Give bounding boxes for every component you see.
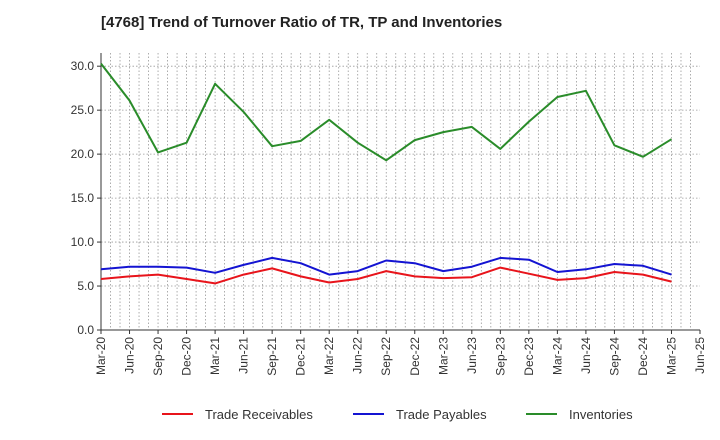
x-tick-label: Dec-20 — [180, 337, 194, 376]
x-tick-label: Mar-21 — [208, 337, 222, 375]
x-tick-label: Jun-24 — [579, 337, 593, 374]
series-line-trade-receivables — [100, 266, 672, 285]
legend-label-trade-receivables: Trade Receivables — [205, 407, 313, 422]
y-tick-label: 0.0 — [77, 323, 94, 337]
x-tick-label: Sep-21 — [265, 337, 279, 376]
x-tick-label: Sep-24 — [607, 337, 621, 376]
grid-lines — [101, 53, 700, 331]
legend-label-inventories: Inventories — [569, 407, 633, 422]
x-tick-label: Mar-25 — [664, 337, 678, 375]
y-tick-label: 10.0 — [71, 235, 95, 249]
y-tick-label: 5.0 — [77, 279, 94, 293]
x-tick-label: Sep-22 — [379, 337, 393, 376]
legend-label-trade-payables: Trade Payables — [396, 407, 487, 422]
y-tick-label: 20.0 — [71, 147, 95, 161]
x-tick-label: Dec-24 — [636, 337, 650, 376]
x-tick-label: Jun-22 — [351, 337, 365, 374]
axes: 0.0 5.0 10.0 15.0 20.0 25.0 30.0 Mar-20 Jun-20 Se… — [71, 53, 707, 376]
x-tick-label: Mar-24 — [550, 337, 564, 375]
y-tick-label: 15.0 — [71, 191, 95, 205]
x-tick-label: Jun-25 — [693, 337, 707, 374]
y-tick-label: 25.0 — [71, 103, 95, 117]
chart-title: [4768] Trend of Turnover Ratio of TR, TP… — [101, 14, 503, 31]
x-tick-label: Jun-20 — [123, 337, 137, 374]
series-lines — [100, 62, 673, 285]
series-line-inventories — [100, 62, 673, 162]
x-tick-label: Mar-22 — [322, 337, 336, 375]
x-tick-label: Mar-20 — [94, 337, 108, 375]
x-tick-label: Dec-23 — [522, 337, 536, 376]
x-tick-label: Jun-23 — [465, 337, 479, 374]
x-tick-label: Sep-23 — [493, 337, 507, 376]
x-tick-label: Dec-22 — [408, 337, 422, 376]
x-tick-label: Mar-23 — [436, 337, 450, 375]
y-tick-label: 30.0 — [71, 59, 95, 73]
x-tick-label: Sep-20 — [151, 337, 165, 376]
series-line-trade-payables — [100, 256, 672, 276]
x-tick-label: Dec-21 — [294, 337, 308, 376]
x-tick-label: Jun-21 — [237, 337, 251, 374]
legend: Trade Receivables Trade Payables Inventori… — [162, 407, 633, 422]
